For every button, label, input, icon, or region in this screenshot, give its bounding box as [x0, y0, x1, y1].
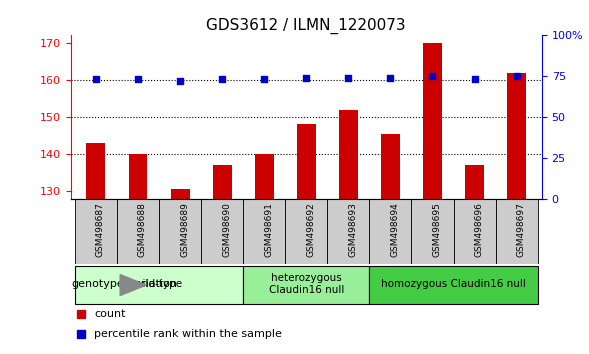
- Text: GSM498693: GSM498693: [348, 202, 358, 257]
- Bar: [465, 165, 484, 199]
- Text: GSM498697: GSM498697: [517, 202, 525, 257]
- Bar: [128, 154, 147, 199]
- Bar: [507, 73, 526, 199]
- FancyBboxPatch shape: [369, 266, 538, 304]
- FancyBboxPatch shape: [243, 199, 285, 264]
- FancyBboxPatch shape: [495, 199, 538, 264]
- FancyBboxPatch shape: [454, 199, 495, 264]
- Point: [91, 77, 101, 82]
- Text: GSM498695: GSM498695: [432, 202, 442, 257]
- FancyBboxPatch shape: [75, 199, 117, 264]
- Text: GSM498687: GSM498687: [96, 202, 105, 257]
- Bar: [254, 154, 274, 199]
- FancyBboxPatch shape: [327, 199, 369, 264]
- Point: [512, 73, 521, 79]
- Bar: [339, 110, 358, 199]
- Point: [428, 73, 437, 79]
- Text: GSM498689: GSM498689: [180, 202, 189, 257]
- FancyBboxPatch shape: [243, 266, 369, 304]
- FancyBboxPatch shape: [412, 199, 454, 264]
- FancyBboxPatch shape: [285, 199, 327, 264]
- Point: [133, 77, 143, 82]
- Text: GSM498694: GSM498694: [391, 202, 399, 257]
- Bar: [213, 165, 231, 199]
- Text: percentile rank within the sample: percentile rank within the sample: [94, 329, 282, 339]
- Text: genotype/variation: genotype/variation: [71, 279, 177, 289]
- Bar: [423, 43, 442, 199]
- Text: GSM498691: GSM498691: [264, 202, 273, 257]
- Bar: [381, 134, 400, 199]
- FancyBboxPatch shape: [201, 199, 243, 264]
- Text: count: count: [94, 309, 125, 319]
- Text: heterozygous
Claudin16 null: heterozygous Claudin16 null: [269, 273, 344, 295]
- Point: [343, 75, 353, 81]
- Point: [386, 75, 395, 81]
- Point: [470, 77, 479, 82]
- Text: homozygous Claudin16 null: homozygous Claudin16 null: [381, 279, 526, 289]
- Point: [260, 77, 269, 82]
- Bar: [171, 189, 190, 199]
- Text: GSM498690: GSM498690: [222, 202, 231, 257]
- FancyBboxPatch shape: [117, 199, 159, 264]
- FancyBboxPatch shape: [159, 199, 201, 264]
- FancyBboxPatch shape: [369, 199, 412, 264]
- Text: GSM498696: GSM498696: [475, 202, 484, 257]
- Point: [176, 78, 185, 84]
- Point: [302, 75, 311, 81]
- Bar: [297, 125, 316, 199]
- Text: wild-type: wild-type: [135, 279, 183, 289]
- Text: GSM498688: GSM498688: [138, 202, 147, 257]
- Polygon shape: [120, 275, 146, 296]
- Bar: [87, 143, 105, 199]
- FancyBboxPatch shape: [75, 266, 243, 304]
- Title: GDS3612 / ILMN_1220073: GDS3612 / ILMN_1220073: [207, 18, 406, 34]
- Point: [217, 77, 227, 82]
- Text: GSM498692: GSM498692: [306, 202, 315, 257]
